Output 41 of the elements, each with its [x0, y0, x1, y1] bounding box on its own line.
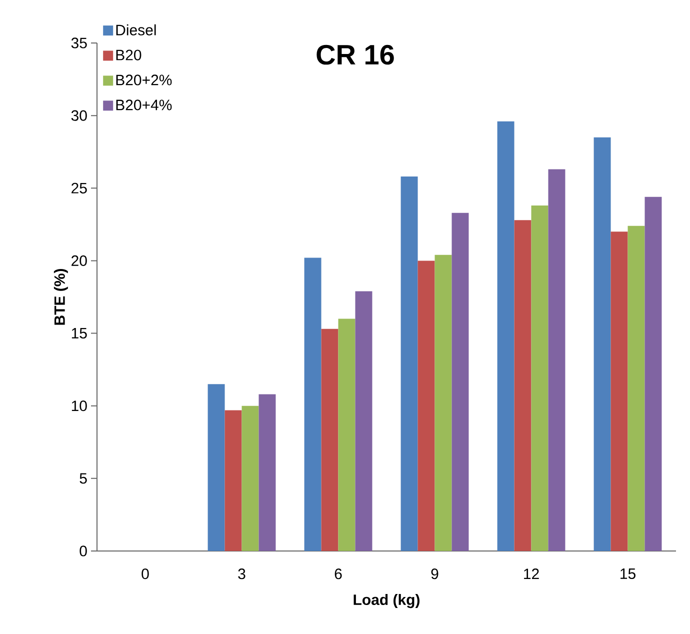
x-tick-label: 15 [620, 568, 636, 579]
bar [338, 318, 356, 551]
y-tick-label: 30 [71, 110, 87, 121]
bar [644, 196, 662, 551]
y-tick-label: 15 [72, 328, 87, 339]
y-tick-label: 10 [72, 400, 87, 412]
y-tick-label: 25 [72, 182, 87, 194]
bar [434, 254, 452, 551]
legend-label: B20+4% [116, 100, 172, 110]
bar [548, 169, 566, 551]
legend-label: B20+2% [116, 74, 172, 86]
bar [497, 121, 514, 551]
y-axis-title: BTE (%) [54, 269, 68, 325]
y-tick-label: 35 [71, 38, 87, 48]
y-tick-label: 20 [72, 255, 87, 266]
bar [355, 291, 372, 551]
bar [321, 328, 338, 551]
bar [258, 394, 276, 551]
bar [594, 137, 611, 551]
legend-label: B20 [116, 50, 142, 60]
bar [208, 384, 225, 551]
bar [224, 410, 242, 551]
bar [531, 206, 548, 551]
bar [304, 258, 322, 551]
x-tick-label: 9 [431, 568, 438, 580]
x-axis-title: Load (kg) [354, 594, 420, 608]
bar [400, 176, 418, 551]
bar [242, 406, 259, 551]
bar [452, 212, 469, 551]
x-tick-label: 3 [238, 568, 246, 580]
y-tick-label: 0 [80, 546, 87, 556]
x-tick-label: 0 [142, 568, 149, 580]
bar [610, 232, 628, 551]
legend-label: Diesel [116, 24, 156, 36]
bar [418, 260, 435, 551]
x-tick-label: 6 [334, 568, 342, 580]
bar [628, 226, 645, 551]
y-tick-label: 5 [80, 473, 87, 484]
x-tick-label: 12 [524, 568, 539, 580]
chart-title: CR 16 [316, 44, 394, 65]
bar [514, 220, 532, 551]
